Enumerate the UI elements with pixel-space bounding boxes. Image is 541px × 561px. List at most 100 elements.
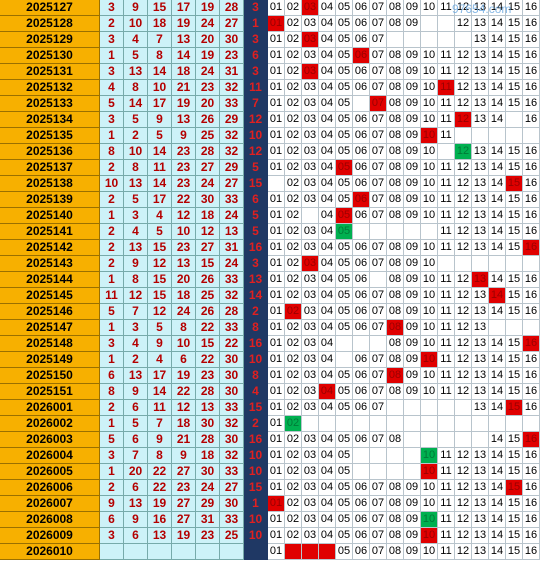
blue-cell: 12	[455, 336, 472, 352]
blue-cell: 11	[438, 544, 455, 560]
blue-ball: 16	[244, 240, 268, 256]
blue-cell: 01	[268, 112, 285, 128]
red-ball: 6	[172, 352, 196, 368]
issue: 2025129	[0, 32, 100, 48]
red-ball	[220, 544, 244, 560]
blue-cell: 04	[319, 240, 336, 256]
blue-cell: 05	[336, 368, 353, 384]
blue-cell	[455, 432, 472, 448]
blue-ball: 10	[244, 128, 268, 144]
blue-cell: 15	[506, 224, 523, 240]
blue-cell: 09	[404, 112, 421, 128]
blue-cell: 02	[285, 288, 302, 304]
blue-ball: 16	[244, 336, 268, 352]
blue-cell: 13	[472, 448, 489, 464]
red-ball: 26	[196, 304, 220, 320]
blue-cell: 14	[489, 240, 506, 256]
blue-cell: 14	[489, 224, 506, 240]
red-ball: 23	[172, 480, 196, 496]
blue-cell: 06	[353, 0, 370, 16]
blue-cell: 08	[387, 64, 404, 80]
blue-cell: 15	[506, 240, 523, 256]
blue-cell: 02	[285, 384, 302, 400]
blue-cell: 06	[353, 144, 370, 160]
red-ball: 21	[172, 80, 196, 96]
blue-cell: 14	[489, 512, 506, 528]
red-ball: 16	[148, 512, 172, 528]
red-ball: 5	[148, 320, 172, 336]
blue-cell: 10	[421, 320, 438, 336]
red-ball: 31	[220, 240, 244, 256]
red-ball: 5	[100, 304, 124, 320]
red-ball: 14	[172, 48, 196, 64]
blue-cell: 10	[421, 160, 438, 176]
blue-cell: 15	[506, 32, 523, 48]
red-ball: 33	[220, 192, 244, 208]
issue: 2025139	[0, 192, 100, 208]
red-ball: 25	[196, 128, 220, 144]
blue-cell: 12	[455, 528, 472, 544]
blue-cell: 03	[302, 320, 319, 336]
blue-cell: 05	[336, 160, 353, 176]
blue-cell: 11	[438, 112, 455, 128]
blue-cell: 04	[319, 512, 336, 528]
blue-cell: 01	[268, 480, 285, 496]
blue-cell: 10	[421, 0, 438, 16]
red-ball: 32	[220, 80, 244, 96]
blue-cell: 08	[387, 368, 404, 384]
blue-cell: 12	[455, 320, 472, 336]
red-ball: 28	[196, 384, 220, 400]
blue-cell: 14	[489, 480, 506, 496]
red-ball: 19	[196, 48, 220, 64]
blue-cell: 12	[455, 192, 472, 208]
red-ball: 18	[196, 448, 220, 464]
blue-cell: 02	[285, 496, 302, 512]
red-ball: 6	[124, 480, 148, 496]
blue-cell: 15	[506, 64, 523, 80]
blue-cell: 12	[455, 80, 472, 96]
blue-cell: 06	[353, 496, 370, 512]
blue-cell: 03	[302, 448, 319, 464]
blue-cell: 09	[404, 256, 421, 272]
blue-cell: 11	[438, 0, 455, 16]
red-ball: 6	[124, 528, 148, 544]
red-ball: 8	[124, 80, 148, 96]
red-ball: 19	[172, 96, 196, 112]
blue-cell	[353, 448, 370, 464]
blue-ball: 3	[244, 32, 268, 48]
blue-cell: 01	[268, 384, 285, 400]
blue-cell	[387, 224, 404, 240]
issue: 2025135	[0, 128, 100, 144]
blue-ball: 13	[244, 272, 268, 288]
red-ball: 10	[124, 16, 148, 32]
blue-cell: 03	[302, 80, 319, 96]
blue-cell: 15	[506, 448, 523, 464]
red-ball: 29	[220, 112, 244, 128]
blue-cell: 10	[421, 176, 438, 192]
blue-cell: 05	[336, 320, 353, 336]
blue-cell	[472, 416, 489, 432]
blue-ball: 2	[244, 416, 268, 432]
blue-cell: 01	[268, 336, 285, 352]
blue-cell: 13	[472, 0, 489, 16]
blue-cell: 15	[506, 48, 523, 64]
blue-cell: 03	[302, 336, 319, 352]
blue-cell: 11	[438, 128, 455, 144]
blue-cell: 14	[489, 448, 506, 464]
red-ball: 5	[100, 432, 124, 448]
blue-ball: 15	[244, 480, 268, 496]
blue-cell: 03	[302, 128, 319, 144]
red-ball: 30	[220, 432, 244, 448]
red-ball	[196, 544, 220, 560]
red-ball: 18	[172, 288, 196, 304]
blue-cell: 03	[302, 256, 319, 272]
issue: 2026004	[0, 448, 100, 464]
red-ball: 3	[100, 112, 124, 128]
red-ball: 22	[172, 192, 196, 208]
issue: 2026010	[0, 544, 100, 560]
red-ball: 27	[196, 240, 220, 256]
blue-cell: 04	[319, 112, 336, 128]
blue-cell	[489, 128, 506, 144]
red-ball: 6	[124, 432, 148, 448]
red-ball: 20	[172, 272, 196, 288]
